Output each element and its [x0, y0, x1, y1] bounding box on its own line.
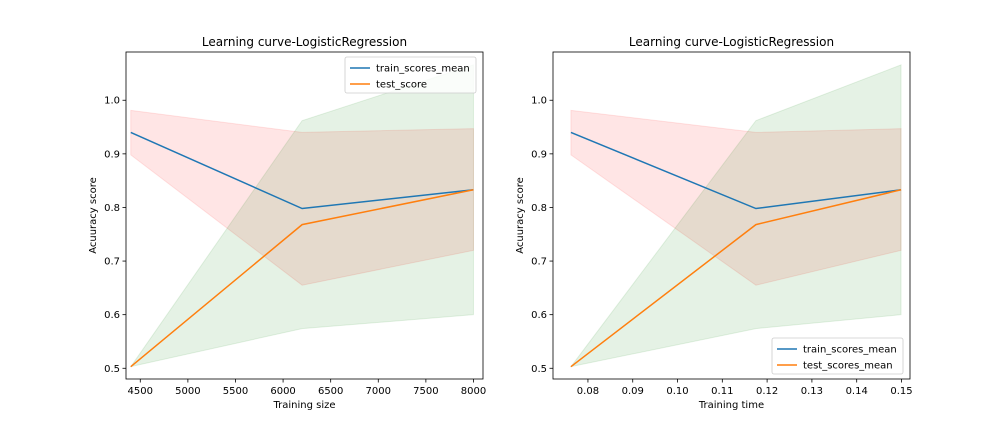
y-tick-label: 0.9 — [531, 149, 547, 160]
band-test_score — [131, 65, 474, 367]
x-tick-label: 0.10 — [666, 386, 688, 397]
y-tick-label: 0.7 — [104, 257, 120, 268]
x-tick-label: 0.14 — [846, 386, 868, 397]
x-tick-label: 0.12 — [756, 386, 778, 397]
x-tick-label: 5500 — [223, 386, 248, 397]
y-tick-label: 1.0 — [531, 96, 547, 107]
y-tick-label: 0.9 — [104, 149, 120, 160]
legend-label: train_scores_mean — [376, 64, 470, 75]
legend-label: test_scores_mean — [803, 361, 893, 372]
x-tick-label: 7000 — [366, 386, 391, 397]
legend: train_scores_mean test_score — [345, 57, 476, 93]
y-axis-label: Acuuracy score — [515, 177, 526, 254]
chart-title: Learning curve-LogisticRegression — [202, 35, 407, 49]
x-tick-label: 4500 — [128, 386, 153, 397]
x-tick-label: 5000 — [175, 386, 200, 397]
chart-title: Learning curve-LogisticRegression — [629, 35, 834, 49]
x-tick-label: 0.08 — [577, 386, 599, 397]
legend: train_scores_mean test_scores_mean — [772, 338, 903, 374]
y-tick-label: 0.8 — [104, 203, 120, 214]
x-tick-label: 0.13 — [801, 386, 823, 397]
x-tick-label: 8000 — [461, 386, 486, 397]
x-tick-label: 7500 — [413, 386, 438, 397]
x-tick-label: 0.11 — [711, 386, 733, 397]
y-tick-label: 0.7 — [531, 257, 547, 268]
band-test_scores_mean — [571, 65, 901, 367]
x-axis-label: Training time — [698, 400, 764, 411]
x-tick-label: 0.09 — [622, 386, 644, 397]
legend-label: test_score — [376, 80, 427, 91]
y-tick-label: 0.6 — [104, 310, 120, 321]
y-axis-label: Acuuracy score — [88, 177, 99, 254]
chart-panel-2: 0.08 0.09 0.10 0.11 0.12 0.13 0.14 0.15 0.5 0.6 0.… — [515, 35, 913, 411]
x-tick-label: 6500 — [318, 386, 343, 397]
y-tick-label: 0.6 — [531, 310, 547, 321]
chart-panel-1: 4500 5000 5500 6000 6500 7000 7500 8000 0.5 0.6 0.… — [88, 35, 486, 411]
x-tick-label: 6000 — [270, 386, 295, 397]
x-tick-label: 0.15 — [890, 386, 912, 397]
y-tick-label: 0.5 — [104, 364, 120, 375]
legend-label: train_scores_mean — [803, 345, 897, 356]
y-tick-label: 1.0 — [104, 96, 120, 107]
x-axis-label: Training size — [272, 400, 335, 411]
y-tick-label: 0.5 — [531, 364, 547, 375]
y-tick-label: 0.8 — [531, 203, 547, 214]
